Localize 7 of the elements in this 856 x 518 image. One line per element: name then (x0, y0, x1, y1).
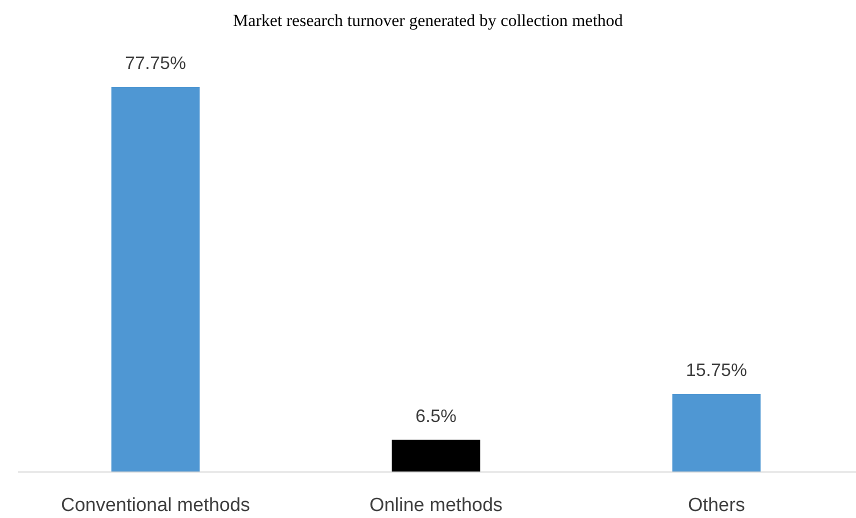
x-tick-label: Conventional methods (60, 495, 250, 516)
data-label: 15.75% (686, 360, 747, 380)
x-tick-label: Online methods (369, 495, 503, 516)
data-label: 77.75% (125, 53, 186, 73)
chart-title: Market research turnover generated by collection method (233, 11, 624, 30)
x-tick-label: Others (688, 495, 745, 516)
data-label: 6.5% (415, 406, 457, 426)
